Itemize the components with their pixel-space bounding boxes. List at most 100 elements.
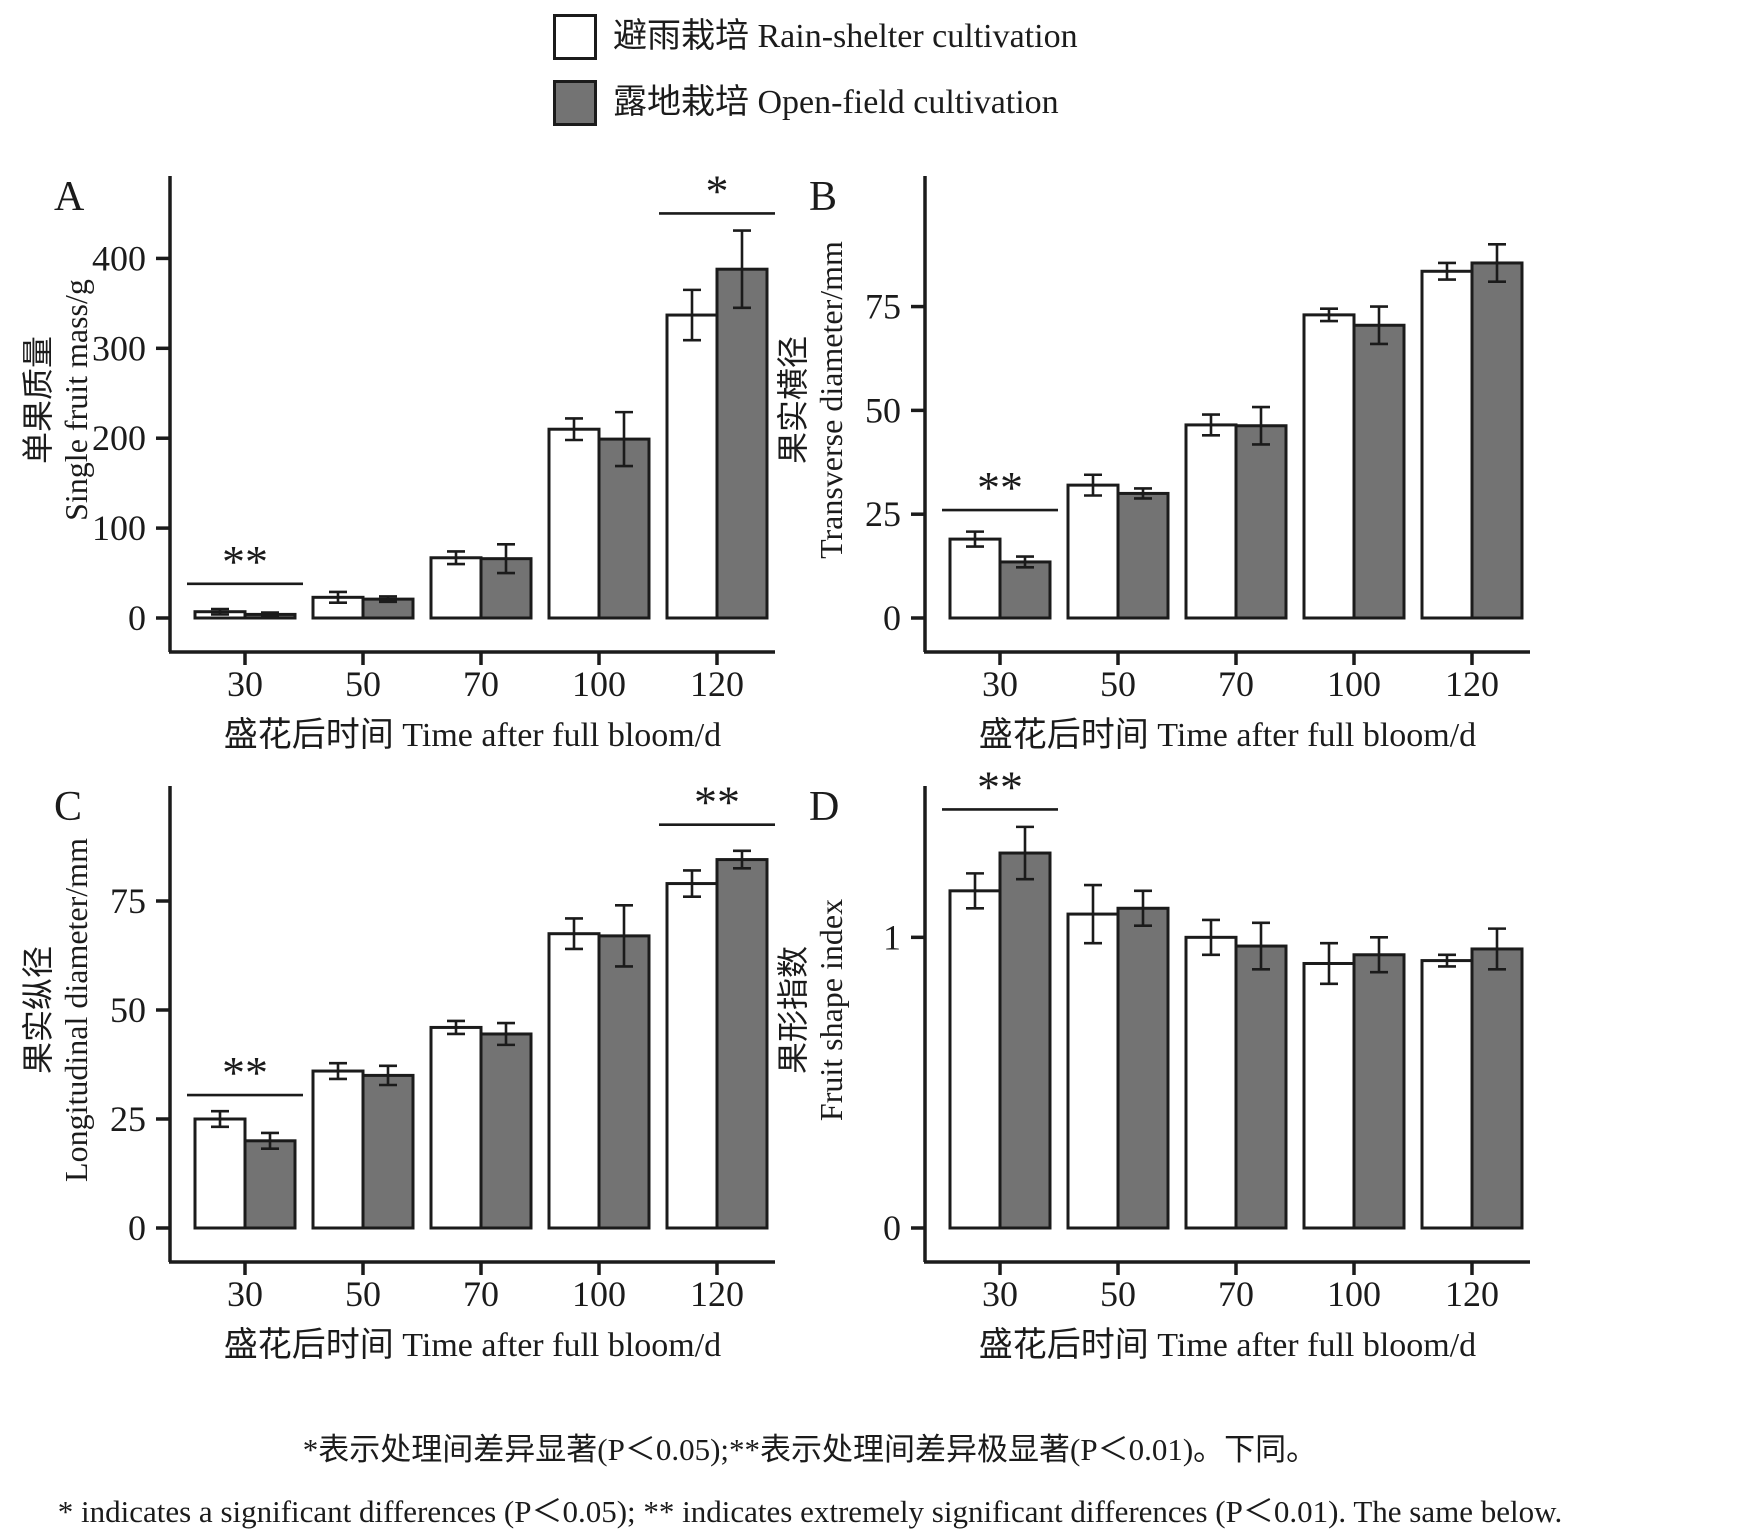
bar-rain-shelter-120	[1420, 959, 1474, 1230]
y-tick-label: 75	[865, 287, 901, 327]
bar-open-field-100	[597, 934, 651, 1230]
significance-stars: **	[222, 1047, 268, 1098]
bar-rain-shelter-120	[665, 882, 719, 1230]
y-tick-label: 100	[92, 508, 146, 548]
x-tick-label: 30	[982, 664, 1018, 704]
bar-open-field-100	[1352, 323, 1406, 620]
bar-open-field-120	[715, 858, 769, 1230]
footnote-chinese: *表示处理间差异显著(P＜0.05);**表示处理间差异极显著(P＜0.01)。…	[302, 1432, 1318, 1467]
y-tick-label: 50	[110, 990, 146, 1030]
bar-rain-shelter-30	[948, 537, 1002, 620]
x-tick-label: 70	[463, 1274, 499, 1314]
footnote-english: * indicates a significant differences (P…	[57, 1494, 1563, 1529]
x-tick-label: 70	[1218, 1274, 1254, 1314]
panel-label: C	[54, 784, 82, 830]
x-tick-label: 70	[1218, 664, 1254, 704]
x-tick-label: 50	[345, 1274, 381, 1314]
x-tick-label: 100	[572, 664, 626, 704]
x-axis-label: 盛花后时间 Time after full bloom/d	[979, 1326, 1476, 1364]
legend-item-rain-shelter: 避雨栽培 Rain-shelter cultivation	[553, 12, 1078, 62]
legend-item-open-field: 露地栽培 Open-field cultivation	[553, 78, 1078, 128]
bar-open-field-70	[1234, 424, 1288, 620]
bar-rain-shelter-100	[1302, 961, 1356, 1230]
open-field-swatch-icon	[553, 80, 597, 126]
y-tick-label: 1	[883, 917, 901, 957]
chart-panel-a-single-fruit-mass: A 0 100 200 300 400 30 50 70 100 120 盛花后时间 Time aft…	[20, 165, 775, 754]
bar-rain-shelter-100	[547, 932, 601, 1230]
bar-open-field-30	[998, 560, 1052, 620]
x-tick-label: 50	[345, 664, 381, 704]
y-tick-label: 200	[92, 418, 146, 458]
x-tick-label: 100	[1327, 664, 1381, 704]
x-tick-label: 120	[690, 1274, 744, 1314]
y-tick-label: 0	[128, 1208, 146, 1248]
bar-rain-shelter-30	[193, 1117, 247, 1230]
x-tick-label: 70	[463, 664, 499, 704]
bar-open-field-100	[1352, 953, 1406, 1230]
bar-open-field-50	[361, 1073, 415, 1230]
y-tick-label: 0	[883, 598, 901, 638]
bar-rain-shelter-70	[429, 556, 483, 620]
bar-open-field-30	[243, 1139, 297, 1230]
bar-open-field-50	[1116, 906, 1170, 1230]
chart-panel-b-transverse-diameter: B 0 25 50 75 30 50 70 100 120 盛花后时间 Time after ful…	[775, 174, 1530, 754]
significance-stars: **	[222, 536, 268, 587]
panel-label: D	[809, 784, 839, 830]
y-axis-label: 果实横径Transverse diameter/mm	[775, 241, 849, 559]
x-tick-label: 30	[982, 1274, 1018, 1314]
bar-open-field-30	[998, 851, 1052, 1230]
bar-rain-shelter-120	[1420, 269, 1474, 620]
bar-rain-shelter-120	[665, 313, 719, 620]
bar-open-field-70	[1234, 944, 1288, 1230]
bar-rain-shelter-30	[948, 889, 1002, 1230]
legend-label-rain-shelter: 避雨栽培 Rain-shelter cultivation	[613, 18, 1078, 55]
bar-rain-shelter-50	[311, 1069, 365, 1230]
significance-stars: **	[977, 761, 1023, 812]
bar-rain-shelter-70	[1184, 423, 1238, 620]
bar-open-field-120	[715, 267, 769, 620]
x-tick-label: 120	[690, 664, 744, 704]
y-tick-label: 75	[110, 881, 146, 921]
y-tick-label: 25	[110, 1099, 146, 1139]
significance-stars: *	[706, 165, 729, 216]
y-tick-label: 0	[883, 1208, 901, 1248]
y-axis-label: 果形指数Fruit shape index	[775, 899, 849, 1121]
panel-label: B	[809, 174, 837, 220]
x-axis-label: 盛花后时间 Time after full bloom/d	[224, 716, 721, 754]
bar-open-field-120	[1470, 261, 1524, 620]
y-tick-label: 25	[865, 494, 901, 534]
chart-panel-c-longitudinal-diameter: C 0 25 50 75 30 50 70 100 120 盛花后时间 Time after ful…	[20, 777, 775, 1364]
x-tick-label: 50	[1100, 1274, 1136, 1314]
x-tick-label: 100	[572, 1274, 626, 1314]
significance-stars: **	[977, 462, 1023, 513]
bar-rain-shelter-70	[1184, 935, 1238, 1230]
x-tick-label: 30	[227, 664, 263, 704]
bar-open-field-120	[1470, 947, 1524, 1230]
rain-shelter-swatch-icon	[553, 14, 597, 60]
x-tick-label: 100	[1327, 1274, 1381, 1314]
legend: 避雨栽培 Rain-shelter cultivation 露地栽培 Open-…	[553, 12, 1078, 128]
x-tick-label: 120	[1445, 664, 1499, 704]
bar-rain-shelter-100	[1302, 313, 1356, 620]
y-tick-label: 0	[128, 598, 146, 638]
bar-open-field-70	[479, 1032, 533, 1230]
bar-rain-shelter-50	[1066, 483, 1120, 620]
y-tick-label: 300	[92, 328, 146, 368]
x-axis-label: 盛花后时间 Time after full bloom/d	[224, 1326, 721, 1364]
y-axis-label: 果实纵径Longitudinal diameter/mm	[20, 838, 94, 1182]
legend-label-open-field: 露地栽培 Open-field cultivation	[613, 84, 1059, 121]
x-axis-label: 盛花后时间 Time after full bloom/d	[979, 716, 1476, 754]
bar-rain-shelter-50	[1066, 912, 1120, 1230]
bar-open-field-50	[1116, 491, 1170, 620]
x-tick-label: 50	[1100, 664, 1136, 704]
x-tick-label: 120	[1445, 1274, 1499, 1314]
y-tick-label: 400	[92, 238, 146, 278]
bar-rain-shelter-100	[547, 427, 601, 620]
y-axis-label: 单果质量Single fruit mass/g	[20, 279, 94, 521]
bar-rain-shelter-70	[429, 1025, 483, 1230]
chart-panel-d-fruit-shape-index: D 0 1 30 50 70 100 120 盛花后时间 Time after full blo…	[775, 761, 1530, 1364]
x-tick-label: 30	[227, 1274, 263, 1314]
y-tick-label: 50	[865, 390, 901, 430]
panel-label: A	[54, 174, 85, 220]
significance-stars: **	[694, 777, 740, 828]
